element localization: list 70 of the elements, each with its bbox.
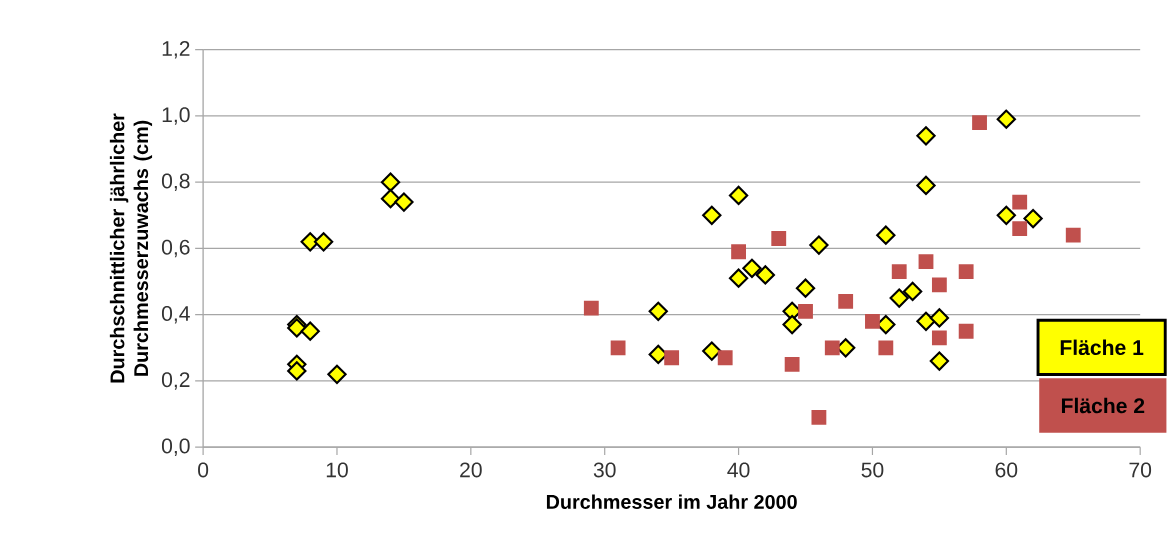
point [889, 288, 909, 308]
point [931, 330, 947, 346]
point [610, 340, 626, 355]
x-tick-label: 30 [593, 462, 616, 478]
text: Fläche 2 [1061, 397, 1145, 414]
point [394, 192, 414, 212]
point [327, 364, 347, 384]
point [838, 293, 854, 309]
x-tick-label: 50 [861, 462, 884, 478]
point [702, 341, 722, 361]
point [798, 303, 813, 319]
x-tick-label: 10 [326, 462, 348, 478]
point [1012, 194, 1028, 210]
point [728, 185, 749, 205]
point [784, 356, 800, 372]
point [313, 231, 334, 252]
point [648, 301, 668, 321]
point [717, 350, 733, 365]
point [755, 265, 776, 285]
point [918, 254, 934, 269]
x-tick-label: 70 [1129, 462, 1152, 478]
point [902, 281, 923, 301]
point [916, 125, 936, 146]
text: Fläche 1 [1060, 339, 1144, 355]
point [742, 258, 762, 278]
x-tick-label: 60 [995, 462, 1018, 478]
point [931, 277, 947, 293]
point [972, 114, 987, 130]
point [771, 230, 787, 246]
x-tick-label: 20 [460, 462, 482, 478]
x-tick-label: 0 [198, 462, 209, 478]
point [795, 278, 816, 298]
point [664, 350, 680, 365]
point [891, 263, 907, 279]
point [916, 311, 936, 331]
x-tick-label: 40 [727, 462, 750, 478]
point [876, 225, 896, 245]
y-tick-label: 1,0 [162, 106, 190, 125]
point [809, 235, 829, 255]
point [731, 244, 746, 259]
point [996, 205, 1016, 225]
point [878, 340, 894, 355]
point [380, 172, 401, 192]
point [929, 351, 950, 371]
point [782, 314, 802, 335]
point [1023, 208, 1043, 229]
y-tick-label: 0,2 [161, 371, 190, 390]
y-tick-label: 0,8 [161, 173, 190, 191]
y-tick-label: 0,6 [161, 239, 190, 257]
point [287, 361, 307, 381]
point [958, 263, 974, 279]
x-axis-title: Durchmesser im Jahr 2000 [546, 494, 797, 509]
point [728, 268, 749, 288]
point [300, 321, 320, 341]
point [958, 323, 974, 339]
point [865, 313, 880, 329]
point [1012, 220, 1028, 236]
y-tick-label: 0,0 [161, 438, 190, 456]
y-axis-title: Durchschnittlicher jährlicher Durchmesserzuwachs (cm) [109, 113, 153, 383]
point [996, 109, 1016, 129]
point [583, 300, 599, 316]
y-tick-label: 1,2 [162, 40, 190, 59]
point [702, 205, 722, 225]
point [380, 188, 401, 209]
point [916, 175, 936, 195]
point [1065, 227, 1081, 243]
point [929, 308, 950, 328]
point [824, 340, 840, 355]
y-tick-label: 0,4 [161, 305, 190, 324]
point [811, 409, 827, 425]
